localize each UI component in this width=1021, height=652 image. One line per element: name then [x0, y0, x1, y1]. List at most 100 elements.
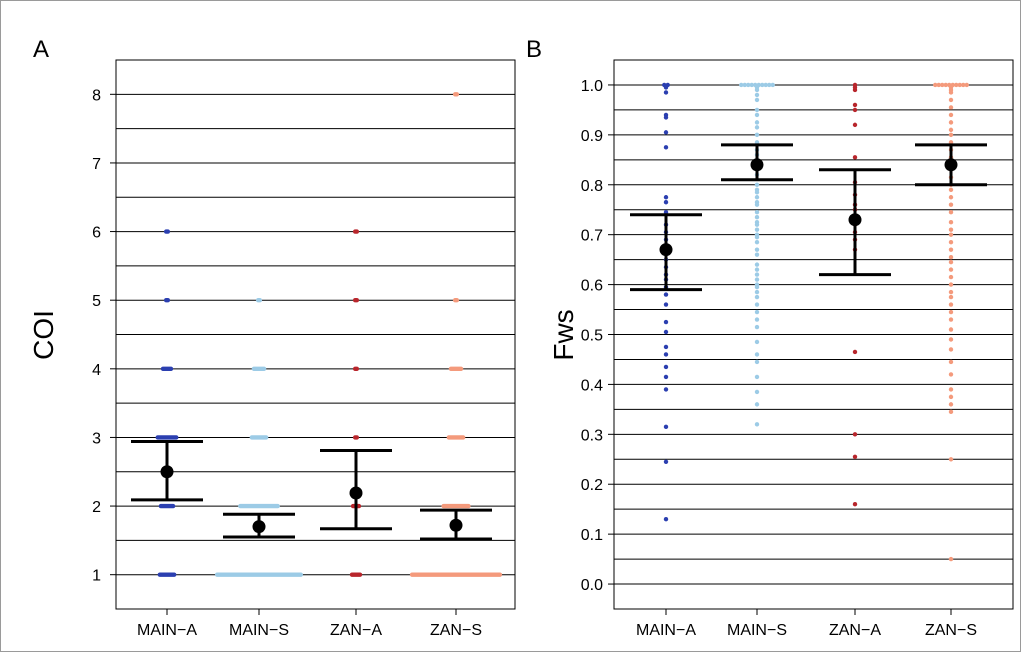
data-point-cluster — [352, 229, 360, 234]
x-tick-labels-b: MAIN−A MAIN−S ZAN−A ZAN−S — [636, 609, 977, 639]
data-point — [948, 239, 954, 245]
data-point — [948, 202, 954, 207]
panel-b: B Fws 0.00.10.20.30.40.50.60.70.80.91.0 … — [526, 36, 1014, 639]
x-tick-label: MAIN−S — [229, 622, 289, 639]
data-point — [754, 389, 760, 395]
data-point — [754, 92, 760, 98]
data-point — [760, 82, 765, 88]
data-point — [754, 252, 760, 257]
data-point — [948, 132, 954, 138]
data-point — [961, 82, 966, 88]
mean-marker — [944, 158, 958, 172]
x-tick-label: MAIN−A — [636, 622, 696, 639]
mean-ci-b — [630, 143, 987, 292]
data-point — [754, 222, 760, 227]
data-point — [739, 82, 744, 88]
data-point-cluster — [160, 366, 174, 372]
x-tick-labels-a: MAIN−A MAIN−S ZAN−A ZAN−S — [137, 609, 482, 639]
data-point — [948, 105, 954, 110]
data-point — [754, 302, 760, 307]
y-axis-title-a: COI — [28, 310, 59, 360]
data-point-cluster — [409, 572, 503, 577]
data-point — [754, 107, 760, 113]
data-point — [852, 122, 858, 128]
data-point — [852, 102, 858, 108]
y-tick-label: 0.8 — [581, 178, 603, 195]
data-point — [948, 232, 954, 237]
data-point — [754, 132, 760, 138]
x-tick-label: MAIN−A — [137, 622, 197, 639]
data-point — [852, 155, 858, 160]
data-point-cluster — [448, 366, 464, 372]
data-point — [948, 112, 954, 118]
data-point — [754, 422, 760, 427]
data-point — [754, 352, 760, 357]
data-point-cluster — [441, 503, 471, 509]
data-point — [754, 294, 760, 300]
data-point — [754, 272, 760, 277]
data-points-a — [155, 92, 503, 577]
data-point — [954, 82, 959, 88]
data-point-cluster — [249, 435, 269, 440]
y-tick-label: 7 — [92, 156, 101, 173]
y-tick-label: 2 — [92, 499, 101, 516]
data-point-cluster — [251, 366, 267, 372]
data-point — [663, 292, 669, 297]
data-point — [948, 274, 954, 280]
plot-frame-a — [115, 59, 516, 610]
data-points-b — [662, 82, 969, 562]
data-point — [948, 267, 954, 272]
y-tick-label: 0.0 — [581, 577, 603, 594]
panel-a: A COI 1 2 3 4 5 6 7 8 MAIN−A MAIN−S ZAN−A ZAN−S — [28, 36, 516, 639]
y-tick-label: 0.3 — [581, 427, 603, 444]
data-point — [948, 387, 954, 392]
data-point — [948, 195, 954, 200]
y-tick-label: 4 — [92, 362, 101, 379]
data-point — [663, 145, 669, 150]
data-point — [940, 82, 945, 88]
x-tick-label: ZAN−S — [430, 622, 482, 639]
data-point-cluster — [238, 503, 280, 509]
y-tick-label: 1 — [92, 568, 101, 585]
data-point — [663, 319, 669, 325]
data-point — [754, 339, 760, 345]
data-point — [754, 284, 760, 290]
data-point — [948, 247, 954, 252]
data-point-cluster — [155, 435, 179, 440]
data-point — [948, 97, 954, 103]
data-point — [754, 182, 760, 187]
data-point — [948, 409, 954, 415]
data-point — [948, 227, 954, 232]
data-point — [663, 90, 669, 95]
y-axis-title-b: Fws — [548, 309, 579, 360]
data-point — [754, 120, 760, 125]
y-tick-label: 0.5 — [581, 328, 603, 345]
data-point-cluster — [163, 297, 171, 303]
data-point — [663, 374, 669, 380]
data-point — [948, 282, 954, 287]
data-point — [663, 516, 669, 522]
data-point — [948, 289, 954, 295]
data-point — [663, 459, 669, 464]
y-tick-label: 0.4 — [581, 377, 603, 394]
data-point — [749, 82, 754, 88]
data-point — [754, 374, 760, 380]
data-point — [948, 187, 954, 192]
data-point — [948, 220, 954, 225]
data-point — [948, 317, 954, 322]
data-point — [663, 302, 669, 307]
y-tick-label: 0.9 — [581, 128, 603, 145]
data-point — [948, 372, 954, 377]
data-point — [754, 289, 760, 295]
y-tick-labels-a: 1 2 3 4 5 6 7 8 — [92, 87, 116, 585]
data-point — [663, 344, 669, 350]
data-point — [948, 359, 954, 365]
data-point — [852, 87, 858, 93]
data-point — [754, 202, 760, 207]
data-point — [663, 364, 669, 370]
data-point-cluster — [157, 572, 177, 577]
data-point — [754, 239, 760, 245]
data-point — [754, 309, 760, 315]
data-point — [948, 556, 954, 562]
